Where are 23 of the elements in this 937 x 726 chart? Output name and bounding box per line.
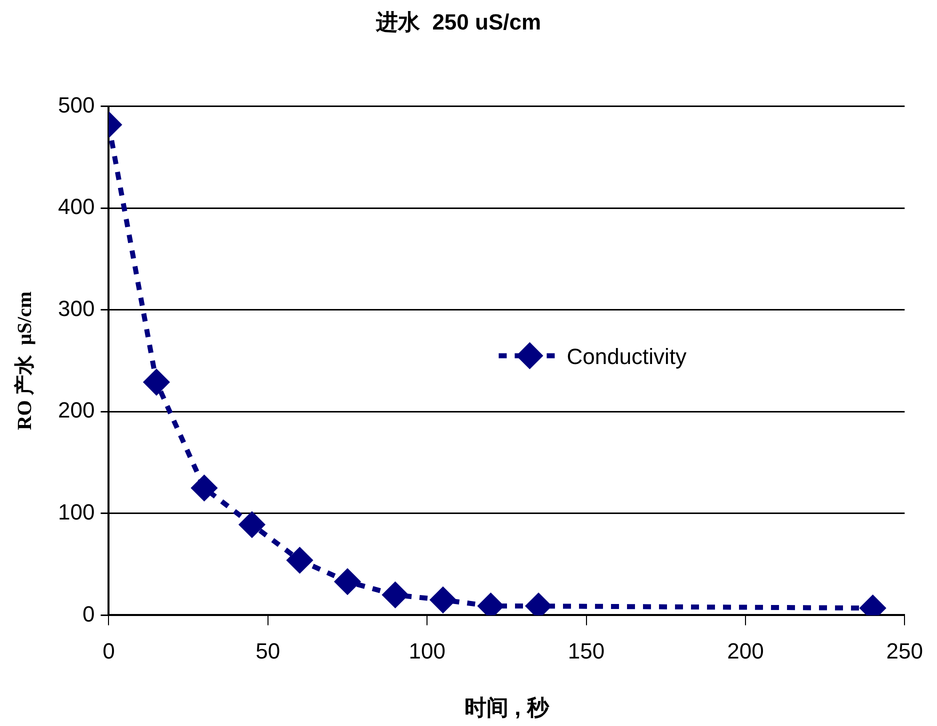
x-tick-label: 150	[568, 638, 605, 664]
point	[287, 548, 312, 573]
point	[334, 569, 360, 594]
x-axis-title: 时间 , 秒	[464, 694, 550, 720]
point	[144, 370, 169, 395]
point	[192, 476, 217, 500]
y-tick-label: 300	[58, 296, 95, 321]
x-tick-label: 200	[727, 638, 764, 664]
x-tick-label: 100	[408, 638, 446, 664]
y-tick-label: 100	[58, 500, 95, 525]
point	[382, 582, 408, 608]
y-axis-title: RO 产水 µS/cm	[13, 291, 36, 430]
chart-title: 进水 250 uS/cm	[374, 9, 542, 34]
y-tick-label: 200	[58, 398, 95, 423]
x-tick-label: 50	[256, 638, 280, 664]
y-tick-label: 0	[82, 601, 95, 626]
y-tick-label: 500	[58, 92, 95, 118]
x-tick-label: 0	[102, 638, 115, 664]
x-tick-label: 250	[886, 638, 924, 664]
y-tick-label: 400	[58, 194, 95, 220]
point	[239, 512, 264, 538]
legend-label: Conductivity	[566, 344, 687, 369]
point	[430, 587, 456, 612]
